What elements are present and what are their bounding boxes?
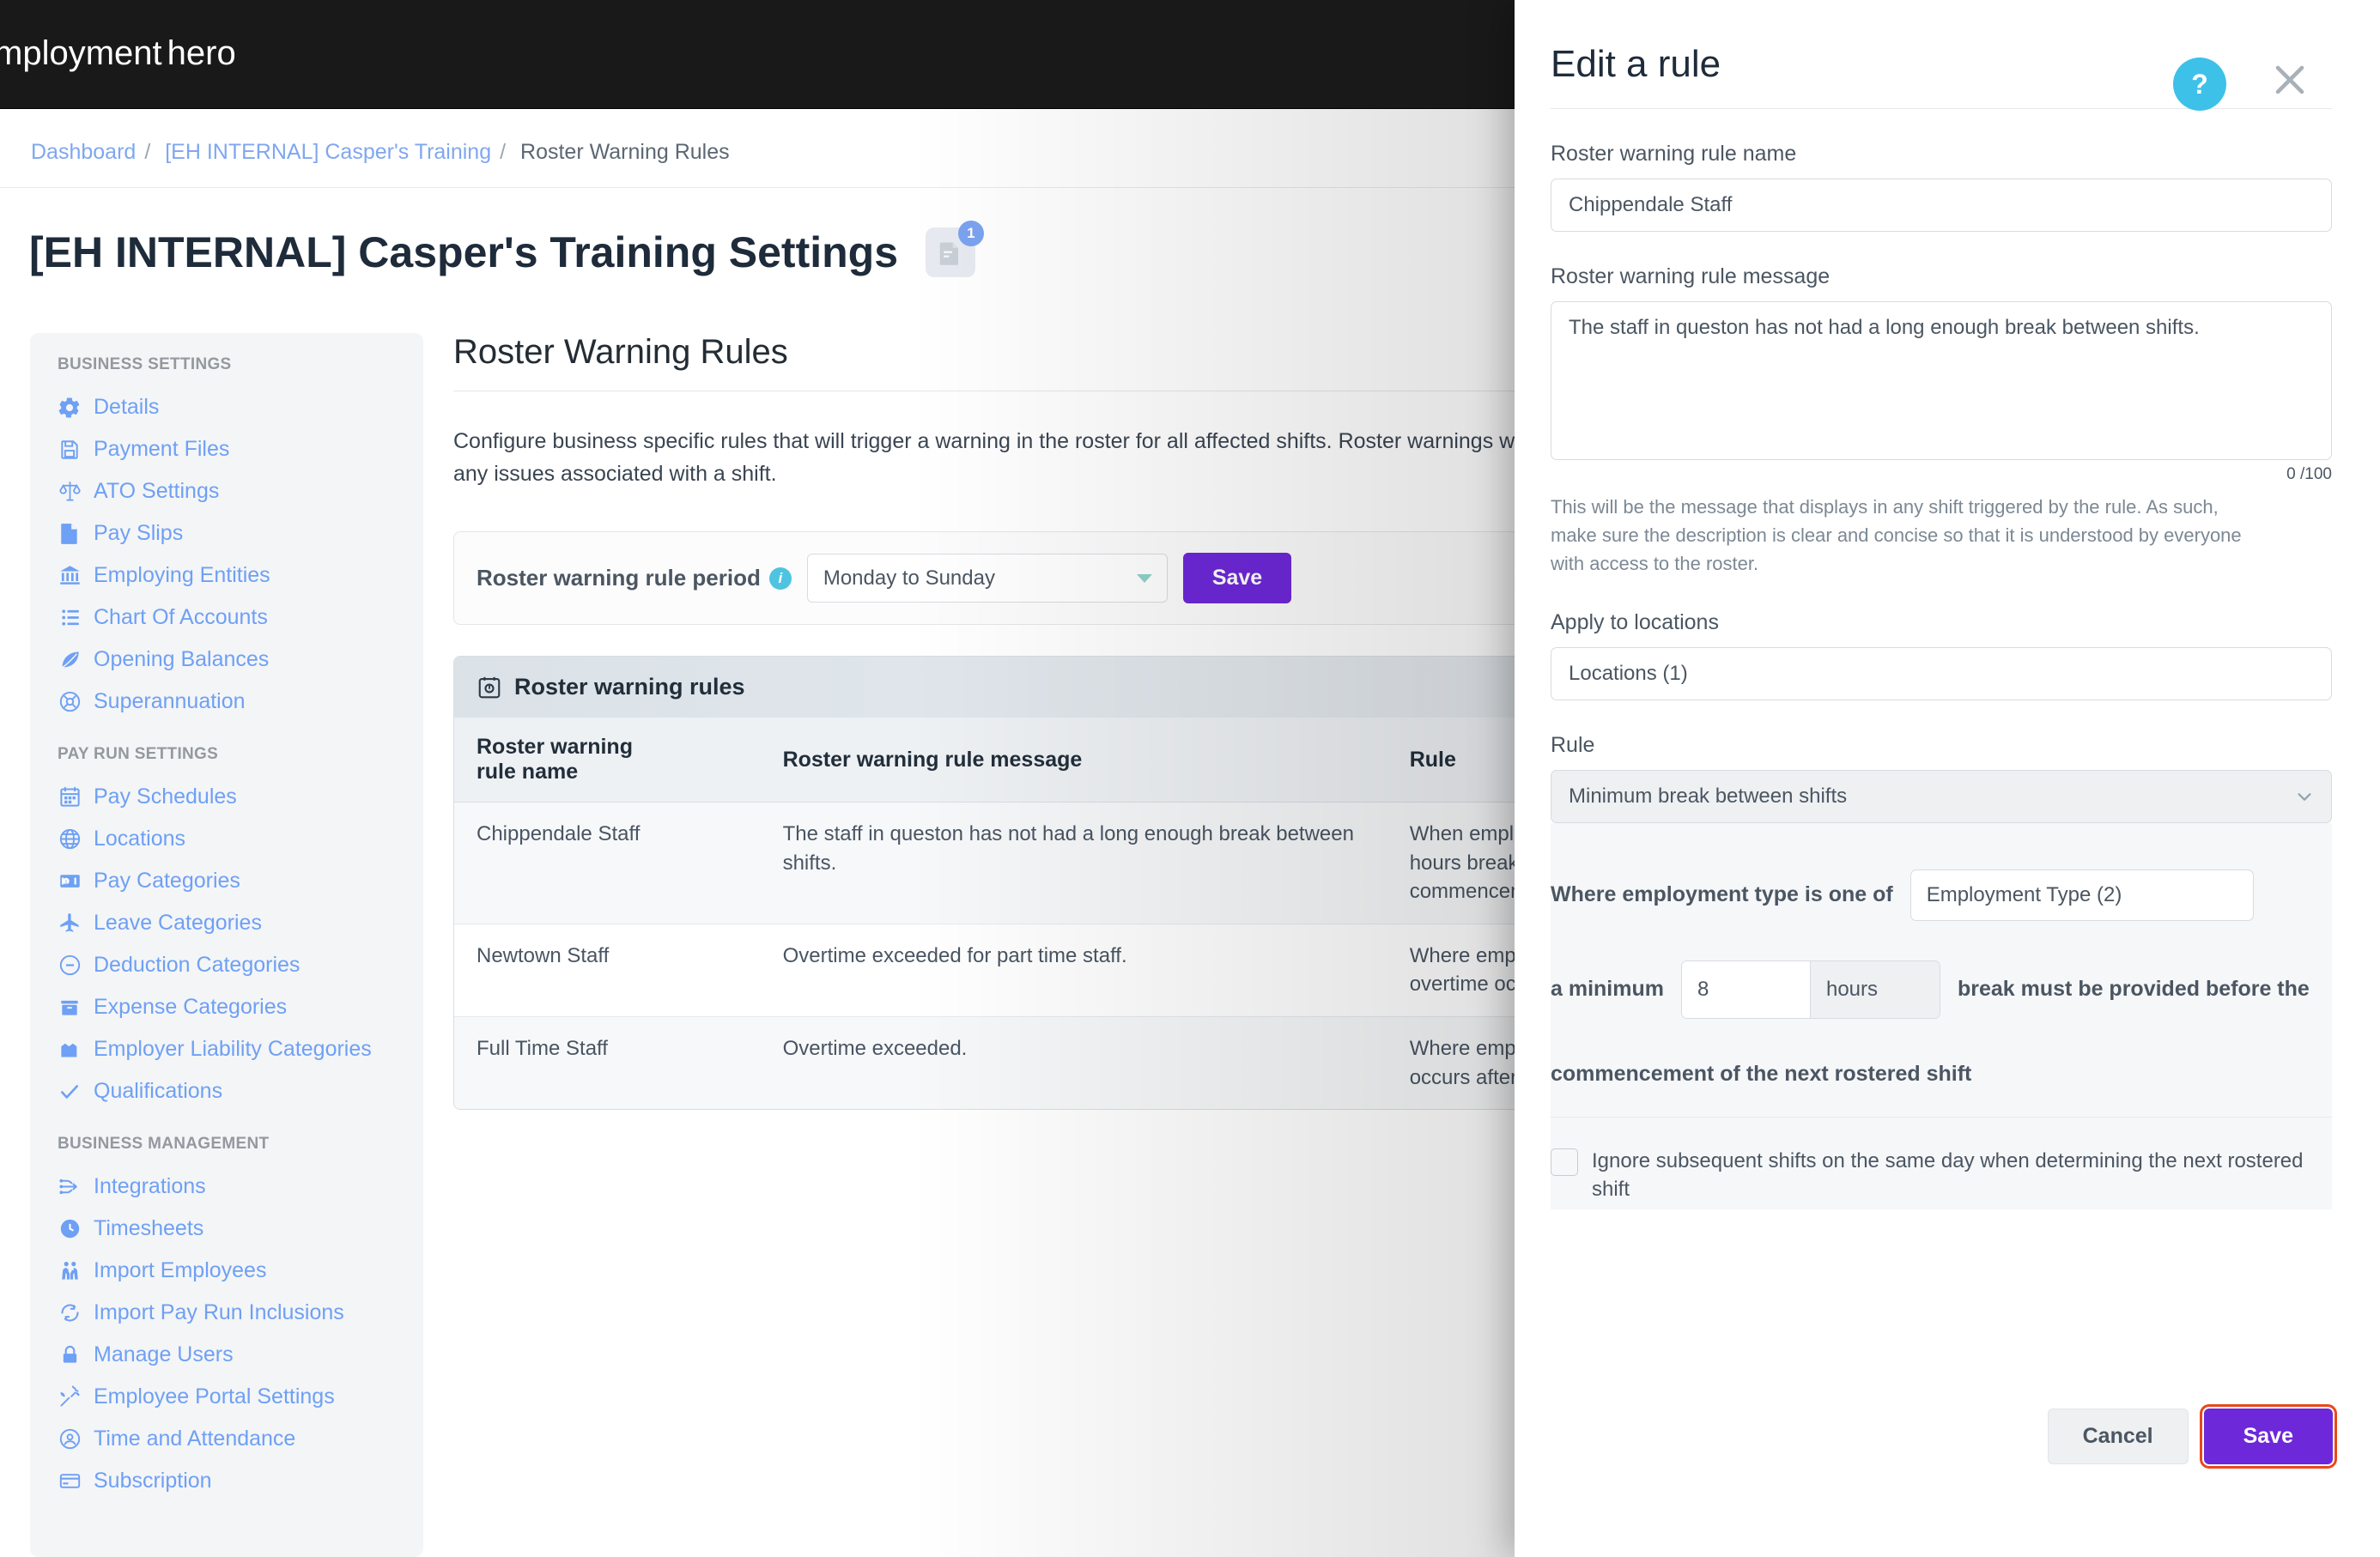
- svg-text:1: 1: [64, 880, 68, 886]
